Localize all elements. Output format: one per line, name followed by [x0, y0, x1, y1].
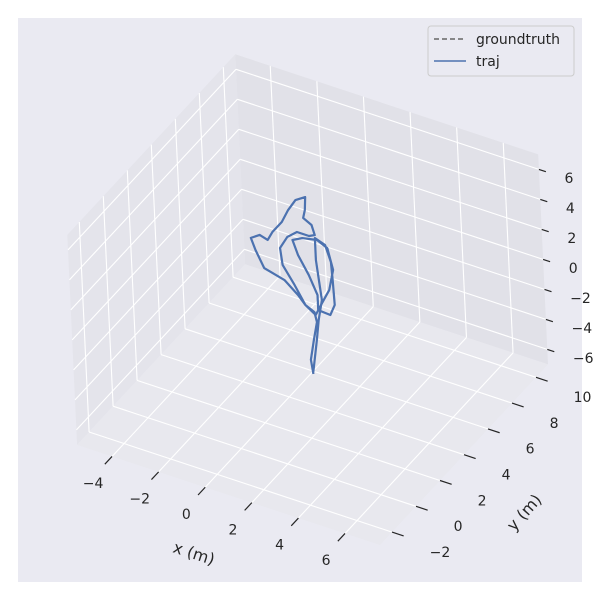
x-tick-mark	[244, 502, 253, 511]
y-tick-label: 0	[454, 519, 463, 535]
x-tick-label: 6	[322, 553, 331, 569]
x-tick-label: −2	[129, 491, 150, 507]
z-grid-line-left	[71, 158, 241, 341]
y-grid-line-floor	[184, 328, 489, 430]
z-tick-mark	[547, 348, 555, 353]
x-tick-mark	[151, 471, 160, 480]
z-tick-mark	[540, 198, 548, 203]
y-grid-line-floor	[160, 354, 465, 456]
y-tick-mark	[391, 531, 404, 537]
z-tick-mark	[544, 288, 552, 293]
z-tick-mark	[538, 168, 547, 173]
y-tick-label: −2	[430, 545, 451, 561]
x-tick-mark	[197, 486, 206, 496]
z-grid-line-left	[67, 68, 237, 251]
y-grid-line-floor	[208, 302, 513, 404]
y-grid-line-floor	[232, 276, 537, 378]
z-grid-line-back	[244, 248, 548, 350]
y-grid-line-floor	[136, 379, 441, 482]
y-tick-label: 4	[502, 468, 511, 484]
z-grid-line-left	[75, 248, 245, 431]
z-tick-label: 0	[569, 261, 578, 277]
x-tick-label: 2	[228, 522, 237, 538]
z-tick-label: 4	[566, 201, 575, 217]
z-tick-label: −2	[570, 291, 591, 307]
legend: groundtruth traj	[427, 25, 575, 77]
z-tick-mark	[545, 318, 554, 323]
y-tick-mark	[511, 402, 524, 408]
y-tick-mark	[439, 479, 452, 485]
z-grid-line-left	[68, 98, 238, 281]
y-tick-label: 10	[574, 390, 592, 406]
traj-line	[249, 195, 336, 375]
z-tick-mark	[542, 258, 551, 263]
x-tick-label: 4	[275, 538, 284, 554]
y-grid-line-floor	[88, 431, 393, 533]
z-grid-line-left	[74, 218, 244, 401]
legend-box	[427, 25, 575, 77]
y-tick-mark	[463, 454, 476, 460]
x-tick-mark	[104, 456, 113, 465]
x-tick-label: 0	[182, 507, 191, 523]
legend-traj-label: traj	[476, 54, 500, 70]
y-grid-line-floor	[112, 405, 417, 507]
z-tick-mark	[541, 228, 549, 233]
z-grid-line-back	[235, 68, 540, 170]
legend-groundtruth-label: groundtruth	[476, 32, 560, 48]
z-grid-line-back	[238, 128, 542, 230]
z-grid-line-back	[240, 158, 544, 260]
z-tick-label: −6	[573, 351, 594, 367]
z-grid-line-left	[73, 188, 243, 371]
y-tick-mark	[535, 376, 548, 382]
y-tick-mark	[487, 428, 500, 434]
y-tick-mark	[415, 505, 428, 511]
z-grid-line-back	[237, 98, 541, 200]
y-tick-label: 6	[526, 442, 535, 458]
z-grid-line-back	[242, 218, 547, 320]
z-tick-label: 2	[567, 231, 576, 247]
z-tick-label: −4	[572, 321, 593, 337]
z-tick-label: 6	[565, 171, 574, 187]
y-tick-label: 2	[478, 493, 487, 509]
x-tick-mark	[337, 533, 346, 542]
x-tick-mark	[290, 517, 299, 527]
x-tick-label: −4	[83, 476, 104, 492]
z-grid-line-left	[70, 128, 240, 311]
y-tick-label: 8	[550, 416, 559, 432]
